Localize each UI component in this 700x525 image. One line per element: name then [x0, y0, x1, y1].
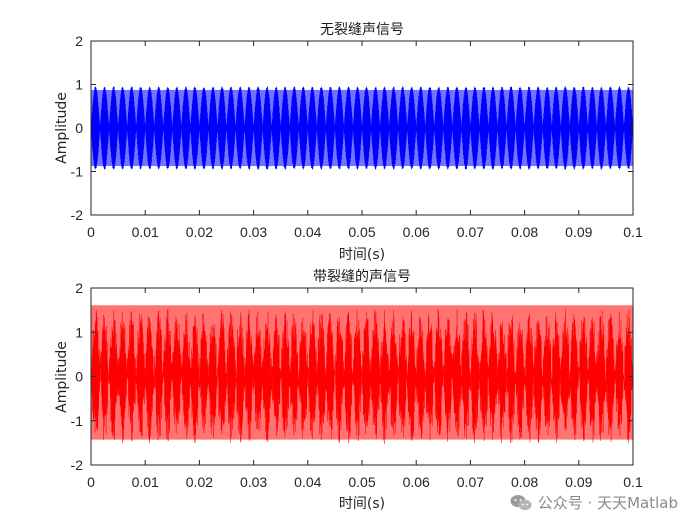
y-tick-label: 2	[75, 33, 83, 49]
series-line	[90, 308, 634, 444]
x-tick-label: 0	[87, 474, 95, 490]
x-tick-label: 0.05	[348, 224, 375, 240]
x-tick-label: 0.09	[565, 224, 592, 240]
x-tick-label: 0.05	[348, 474, 375, 490]
y-tick-label: 1	[75, 77, 83, 93]
x-axis-label: 时间(s)	[339, 496, 385, 512]
x-tick-label: 0.07	[457, 224, 484, 240]
x-axis: 0 0.01 0.02 0.03 0.04 0.05 0.06 0.07 0.08 0.09 0.1	[87, 41, 643, 240]
x-tick-label: 0.02	[186, 474, 213, 490]
y-tick-label: -2	[71, 457, 84, 473]
y-tick-label: 1	[75, 324, 83, 340]
series-layer	[90, 86, 634, 170]
x-tick-label: 0.06	[403, 224, 430, 240]
y-axis: -2 -1 0 1 2	[71, 280, 633, 473]
x-tick-label: 0.01	[132, 224, 159, 240]
plot-title: 无裂缝声信号	[320, 22, 404, 38]
x-axis: 0 0.01 0.02 0.03 0.04 0.05 0.06 0.07 0.08 0.09 0.1	[87, 288, 643, 490]
y-tick-label: 2	[75, 280, 83, 296]
y-tick-label: 0	[75, 369, 83, 385]
y-tick-label: 0	[75, 120, 83, 136]
subplot-with-crack: 带裂缝的声信号 0 0.01 0.02 0.03 0.04 0.05 0.06 0.07 0.0…	[54, 269, 643, 512]
x-tick-label: 0.06	[403, 474, 430, 490]
y-tick-label: -1	[71, 413, 84, 429]
x-tick-label: 0.1	[623, 224, 643, 240]
x-tick-label: 0.03	[240, 474, 267, 490]
x-tick-label: 0.08	[511, 224, 538, 240]
y-axis-label: Amplitude	[54, 92, 70, 164]
y-axis: -2 -1 0 1 2	[71, 33, 633, 223]
plot-title: 带裂缝的声信号	[313, 269, 411, 285]
y-tick-label: -2	[71, 207, 84, 223]
y-tick-label: -1	[71, 164, 84, 180]
x-tick-label: 0.08	[511, 474, 538, 490]
x-tick-label: 0.02	[186, 224, 213, 240]
series-line	[90, 86, 634, 170]
x-tick-label: 0.07	[457, 474, 484, 490]
series-layer	[90, 305, 634, 444]
wechat-icon	[510, 494, 532, 510]
watermark-text: 公众号 · 天天Matlab	[537, 494, 678, 512]
x-tick-label: 0.1	[623, 474, 643, 490]
x-tick-label: 0.09	[565, 474, 592, 490]
watermark: 公众号 · 天天Matlab	[510, 492, 678, 513]
x-tick-label: 0.01	[132, 474, 159, 490]
x-tick-label: 0.04	[294, 474, 321, 490]
x-axis-label: 时间(s)	[339, 247, 385, 263]
y-axis-label: Amplitude	[54, 341, 70, 413]
x-tick-label: 0	[87, 224, 95, 240]
subplot-no-crack: 无裂缝声信号 0 0.01 0.02 0.03 0.04 0.05 0.06 0.07 0.08…	[54, 22, 643, 263]
x-tick-label: 0.04	[294, 224, 321, 240]
x-tick-label: 0.03	[240, 224, 267, 240]
